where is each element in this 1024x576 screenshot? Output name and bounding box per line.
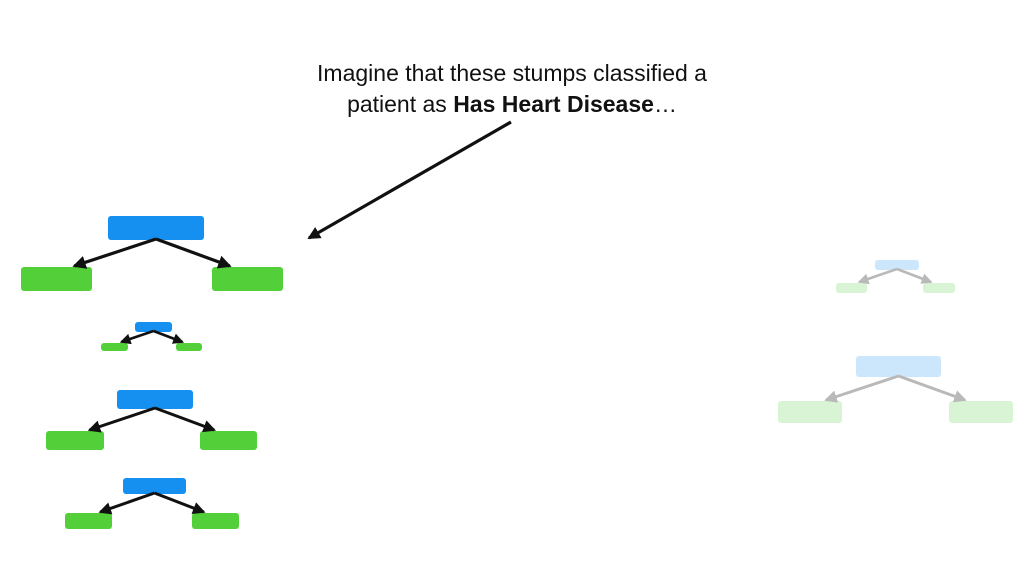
- stump-right-leaf: [176, 343, 202, 351]
- stump-right-leaf: [192, 513, 239, 529]
- stump-left-arrow: [857, 267, 898, 285]
- stump-root-node: [108, 216, 204, 240]
- stump-left-leaf: [46, 431, 104, 450]
- caption-emphasis: Has Heart Disease: [453, 91, 654, 117]
- stump-right-arrow: [153, 491, 206, 515]
- stump-4: [65, 478, 239, 529]
- stump-2: [101, 322, 202, 351]
- stump-right-leaf: [212, 267, 283, 291]
- stump-6: [778, 356, 1013, 423]
- stump-3: [46, 390, 257, 450]
- stump-root-node: [135, 322, 172, 332]
- stump-left-leaf: [836, 283, 867, 293]
- stump-right-arrow: [897, 374, 967, 403]
- caption-line-2-prefix: patient as: [347, 91, 454, 117]
- stump-right-arrow: [896, 267, 933, 284]
- stump-left-arrow: [87, 406, 156, 433]
- caption: Imagine that these stumps classified a p…: [262, 58, 762, 120]
- caption-line-2: patient as Has Heart Disease…: [262, 89, 762, 120]
- stump-left-leaf: [65, 513, 112, 529]
- caption-line-1: Imagine that these stumps classified a: [317, 60, 707, 86]
- stump-right-arrow: [153, 329, 185, 344]
- stumps-layer: [21, 216, 1013, 529]
- stump-right-leaf: [200, 431, 257, 450]
- stump-left-leaf: [21, 267, 92, 291]
- stump-5: [836, 260, 955, 293]
- stump-root-node: [875, 260, 919, 270]
- stump-root-node: [856, 356, 941, 377]
- stump-root-node: [117, 390, 193, 409]
- caption-line-2-suffix: …: [653, 91, 677, 117]
- stump-right-leaf: [949, 401, 1013, 423]
- stump-left-leaf: [778, 401, 842, 423]
- stump-right-arrow: [154, 406, 217, 433]
- stump-root-node: [123, 478, 186, 494]
- stump-left-arrow: [72, 237, 157, 269]
- stump-left-arrow: [119, 329, 154, 345]
- stump-left-arrow: [824, 374, 899, 403]
- stump-left-leaf: [101, 343, 128, 351]
- stump-1: [21, 216, 283, 291]
- stump-right-arrow: [155, 237, 232, 269]
- pointer-arrow: [307, 120, 512, 240]
- stump-right-leaf: [923, 283, 955, 293]
- stump-left-arrow: [98, 491, 155, 515]
